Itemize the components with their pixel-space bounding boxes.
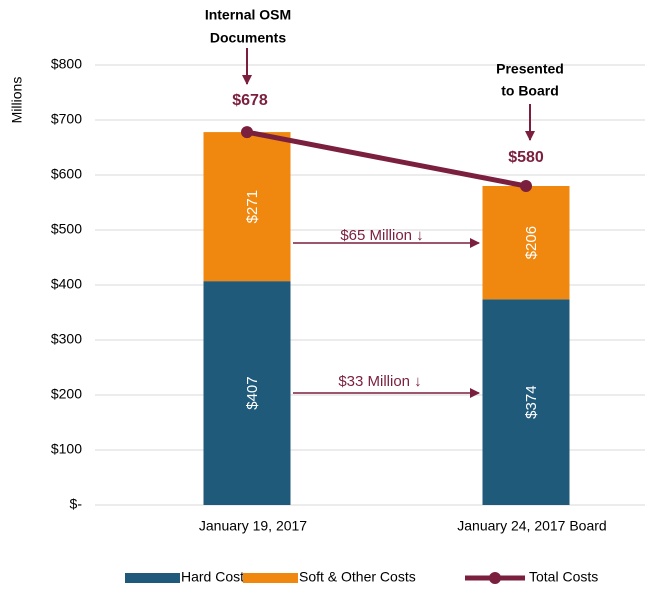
y-tick-label: $200 [51,386,82,402]
legend-swatch [489,572,501,584]
legend-swatch [125,573,180,583]
y-tick-label: $400 [51,276,82,292]
y-tick-label: $800 [51,56,82,72]
x-tick-label: January 24, 2017 Board [457,518,606,534]
y-tick-label: $500 [51,221,82,237]
total-line [246,129,527,189]
bar-segment [482,186,570,300]
bar-segment [482,299,570,505]
bar-segment [203,281,291,505]
total-label: $580 [508,149,544,166]
annotation: Documents [210,30,286,46]
legend-swatch [243,573,298,583]
y-tick-label: $100 [51,441,82,457]
value-label: $407 [244,376,261,409]
legend-label: Total Costs [529,569,598,585]
total-marker [241,126,253,139]
y-axis-label: Millions [9,77,25,124]
annotation: Presented [496,61,564,77]
y-tick-label: $- [70,496,83,512]
x-tick-label: January 19, 2017 [199,518,307,534]
value-label: $206 [523,226,540,259]
bar-segment [203,132,291,282]
y-tick-label: $600 [51,166,82,182]
total-label: $678 [232,92,268,109]
y-tick-label: $300 [51,331,82,347]
annotation: $65 Million ↓ [340,227,423,244]
value-label: $374 [523,385,540,418]
y-tick-label: $700 [51,111,82,127]
legend-label: Soft & Other Costs [299,569,416,585]
annotation: to Board [501,83,559,99]
total-marker [520,180,532,192]
annotation: Internal OSM [205,7,291,23]
legend-label: Hard Costs [181,569,251,585]
value-label: $271 [244,190,261,223]
annotation: $33 Million ↓ [338,373,421,390]
